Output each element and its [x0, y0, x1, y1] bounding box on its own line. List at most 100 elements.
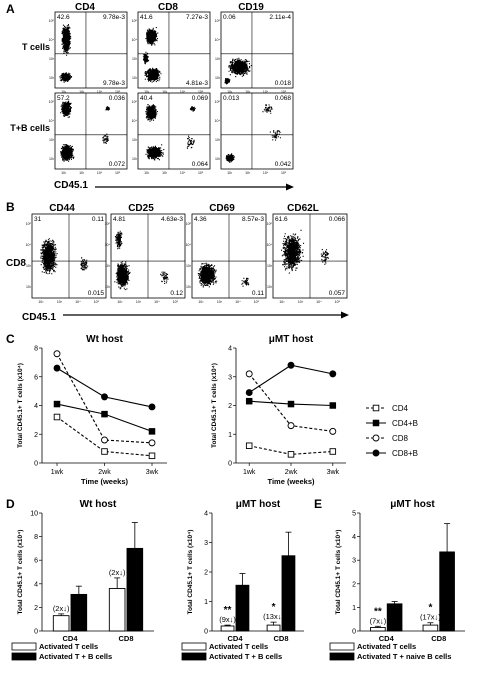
y-tick-label: 5 — [352, 511, 356, 518]
quadrant-value-tl: 0.06 — [223, 14, 236, 21]
x-tick-label: CD4 — [379, 634, 395, 643]
legend-swatch — [11, 642, 37, 651]
quadrant-value-tl: 42.6 — [57, 14, 70, 21]
data-point-CD4+B — [287, 400, 295, 408]
panel-a-flow-plots: CD4 CD8 CD19 T cells T+B cells 42.6 9.78e-3 9.7… — [10, 2, 294, 191]
plot-frame — [220, 11, 294, 89]
data-point-CD8 — [101, 436, 108, 444]
y-tick-label: 10⁵ — [105, 222, 111, 226]
y-tick-label: 10⁴ — [49, 38, 55, 42]
series-line-CD4 — [56, 416, 153, 457]
line-chart-mumt: μMT host 0 1 2 3 4 1wk 2wk 3wk Time (weeks) Total … — [211, 334, 346, 486]
dot-cloud — [40, 238, 89, 275]
legend-marker — [372, 404, 380, 412]
quadrant-value-br: 0.015 — [88, 290, 105, 297]
x-tick-label: 10² — [144, 171, 150, 175]
y-tick-label: 10⁵ — [49, 100, 55, 104]
y-axis-label: Total CD45.1+ T cells (x10⁴) — [335, 530, 342, 615]
flow-plot-b-0: 31 0.11 0.015 10² 10² 10³ 10³ 10⁴ 10⁴ 10⁵ 10⁵ — [26, 213, 107, 304]
x-axis-label: Time (weeks) — [81, 477, 128, 486]
panel-letter-a: A — [6, 2, 15, 16]
quadrant-value-tr: 4.63e-3 — [161, 216, 183, 223]
y-tick-label: 10³ — [49, 57, 55, 61]
panel-a-column-label: CD8 — [158, 2, 178, 13]
y-tick-label: 10² — [49, 157, 55, 161]
y-tick-label: 10³ — [105, 264, 111, 268]
y-tick-label: 10⁴ — [132, 119, 138, 123]
x-tick-label: CD8 — [431, 634, 446, 643]
legend-marker — [372, 434, 380, 442]
plot-events — [281, 229, 329, 274]
series-line-CD8+B — [248, 364, 333, 394]
panel-a-arrow-head — [286, 183, 294, 191]
bar-chart-e-mumt: μMT host 0 1 2 3 4 5 Total CD45.1+ T cells (x10… — [329, 499, 465, 661]
y-tick-label: 10⁵ — [132, 19, 138, 23]
legend-label: Activated T + B cells — [39, 652, 112, 661]
dot-cloud — [60, 100, 110, 162]
panel-letter-b: B — [6, 200, 15, 214]
data-point-CD4 — [329, 448, 337, 455]
flow-plot-a-0-2: 0.06 2.11e-4 0.018 10² 10² 10³ 10³ 10⁴ 10⁴ 10⁵ 10⁵ — [215, 11, 294, 94]
quadrant-value-tl: 4.36 — [194, 216, 207, 223]
y-tick-label: 10³ — [186, 264, 192, 268]
x-tick-label: 10⁴ — [235, 300, 241, 304]
y-tick-label: 1 — [228, 432, 232, 439]
quadrant-value-br: 0.018 — [275, 80, 292, 87]
x-tick-label: 10⁴ — [180, 90, 186, 94]
bar-CD4-0 — [370, 627, 386, 632]
quadrant-value-tr: 8.57e-3 — [242, 216, 264, 223]
y-tick-label: 10⁴ — [186, 243, 192, 247]
panel-a-row-label: T cells — [22, 42, 50, 52]
x-tick-label: CD4 — [62, 634, 78, 643]
y-tick-label: 10⁵ — [132, 100, 138, 104]
legend-label: CD8 — [392, 434, 409, 443]
y-tick-label: 10⁵ — [267, 222, 273, 226]
quadrant-value-tl: 0.013 — [223, 95, 240, 102]
chart-title: μMT host — [390, 499, 435, 510]
chart-title: Wt host — [80, 499, 117, 510]
y-tick-label: 3 — [228, 374, 232, 381]
panel-b-y-axis-label: CD8 — [6, 258, 26, 269]
panel-c-legend: CD4 CD4+B CD8 CD8+B — [366, 404, 418, 458]
quadrant-value-tr: 0.11 — [92, 216, 105, 223]
flow-plot-a-1-1: 40.4 0.069 0.064 10² 10² 10³ 10³ 10⁴ 10⁴ 10⁵ 10⁵ — [132, 92, 211, 175]
plot-events — [60, 100, 110, 162]
data-point-CD8 — [329, 427, 337, 435]
line-chart-wt: Wt host 0 2 4 6 8 1wk 2wk 3wk Time (weeks) Total C… — [17, 334, 167, 486]
x-tick-label: 10⁵ — [115, 90, 121, 94]
legend-label: CD4+B — [392, 419, 418, 428]
x-tick-label: 10² — [38, 300, 44, 304]
y-tick-label: 10² — [132, 76, 138, 80]
x-tick-label: CD4 — [227, 634, 243, 643]
data-point-CD8+B — [245, 389, 253, 397]
dot-cloud — [114, 230, 169, 291]
x-tick-label: 10⁵ — [115, 171, 121, 175]
y-tick-label: 6 — [34, 558, 38, 565]
y-tick-label: 10³ — [49, 138, 55, 142]
quadrant-value-tl: 61.6 — [275, 216, 288, 223]
data-point-CD8 — [245, 370, 253, 378]
data-point-CD4+B — [101, 410, 108, 418]
y-tick-label: 10⁵ — [186, 222, 192, 226]
quadrant-value-tl: 41.6 — [140, 14, 153, 21]
data-point-CD4 — [287, 451, 295, 458]
panel-a-row-label: T+B cells — [10, 123, 50, 133]
data-point-CD8+B — [329, 370, 337, 378]
x-tick-label: 10³ — [162, 90, 168, 94]
legend-marker — [372, 449, 380, 457]
quadrant-value-tl: 57.2 — [57, 95, 70, 102]
bar-chart-d-wt: Wt host 0 2 4 6 8 10 Total CD45.1+ T cells (x10… — [11, 499, 154, 661]
panel-b-column-label: CD62L — [287, 203, 319, 214]
x-tick-label: 10⁵ — [198, 171, 204, 175]
bar-annotation: (17x↓) — [420, 613, 441, 622]
y-tick-label: 10³ — [132, 138, 138, 142]
y-tick-label: 3 — [204, 540, 208, 547]
y-tick-label: 4 — [228, 346, 232, 353]
bar-CD4-1 — [235, 584, 250, 632]
y-tick-label: 4 — [204, 511, 208, 518]
dot-cloud — [224, 57, 252, 85]
